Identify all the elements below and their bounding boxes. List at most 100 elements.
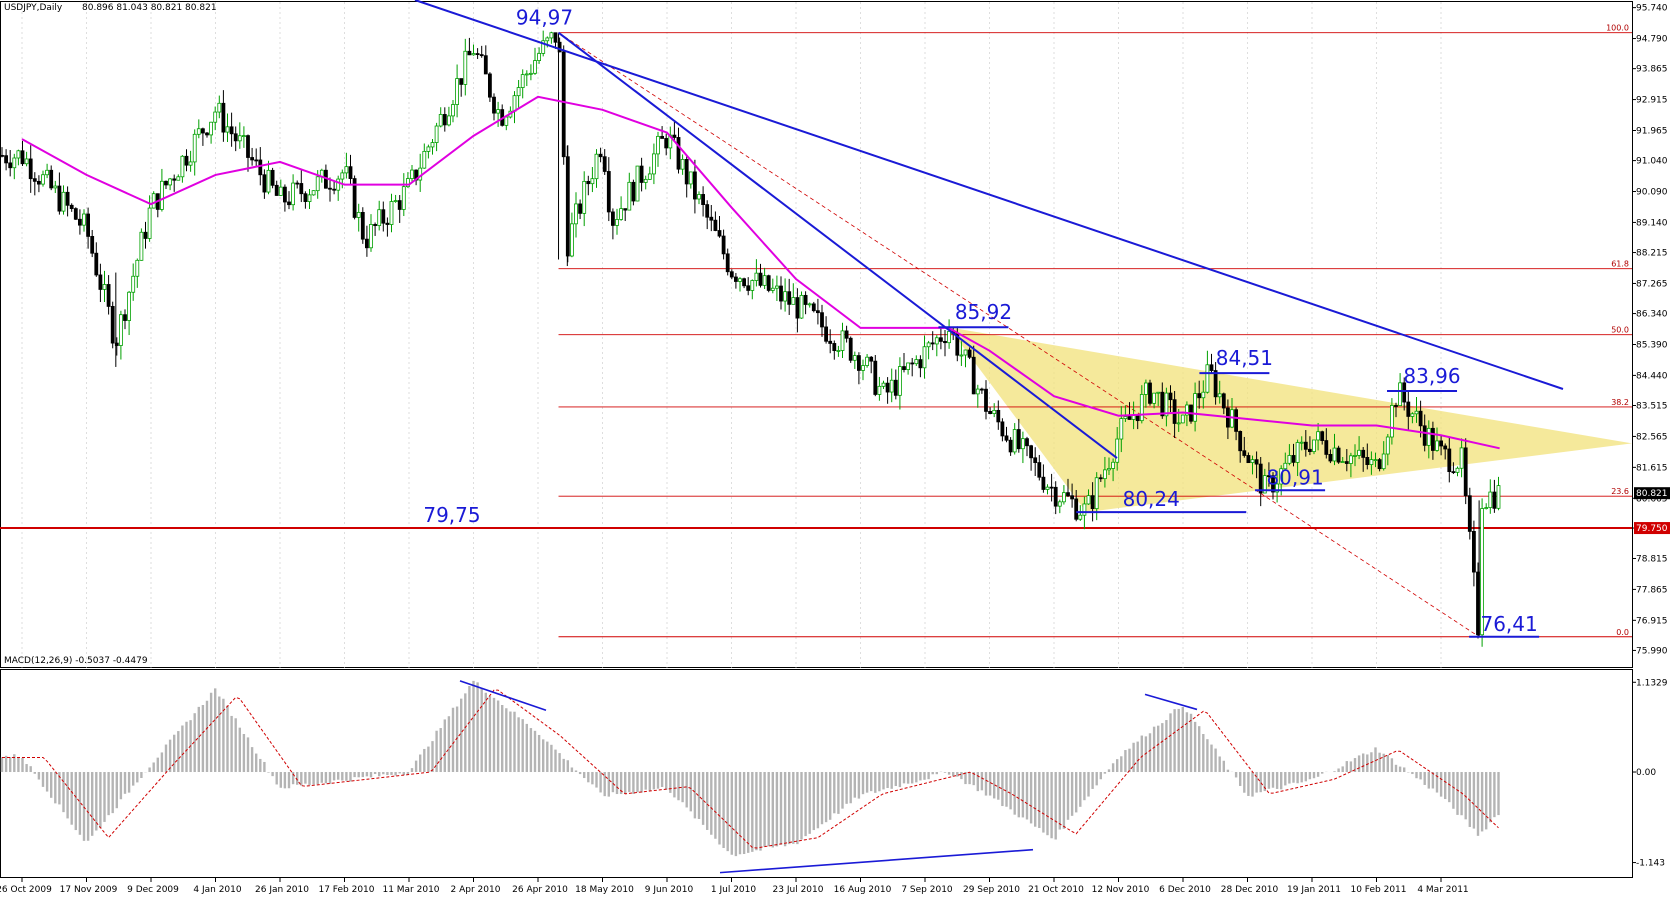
candle-body — [410, 169, 414, 179]
candle-body — [799, 294, 804, 319]
candle-body — [455, 78, 460, 105]
candle-body — [832, 343, 837, 351]
date-tick-label: 21 Oct 2010 — [1028, 885, 1084, 895]
candle-body — [8, 162, 13, 169]
macd-tick-label: -1.143 — [1636, 859, 1665, 869]
candle-body — [791, 297, 796, 305]
price-tick-label: 78.815 — [1636, 554, 1668, 564]
date-tick-label: 17 Nov 2009 — [60, 885, 118, 895]
candle-body — [1078, 514, 1083, 520]
candle-body — [545, 37, 550, 42]
candle-body — [1492, 491, 1497, 509]
candle-body — [69, 204, 74, 209]
candle-body — [483, 55, 488, 75]
candle-body — [1385, 436, 1390, 455]
candle-body — [135, 259, 140, 277]
candle-body — [1062, 492, 1066, 503]
candle-body — [910, 362, 915, 365]
macd-divergence-line — [1144, 693, 1198, 711]
candle-body — [479, 54, 484, 57]
candle-body — [930, 342, 935, 345]
price-tick-label: 77.865 — [1636, 585, 1668, 595]
candle-body — [898, 366, 902, 396]
candle-body — [754, 272, 759, 281]
candle-body — [988, 410, 992, 414]
candle-body — [4, 155, 8, 164]
candle-body — [787, 291, 792, 305]
candle-body — [729, 271, 734, 278]
candle-body — [561, 51, 566, 158]
candle-body — [1320, 431, 1325, 441]
candle-body — [192, 133, 197, 163]
candle-body — [1103, 469, 1107, 480]
candle-body — [1193, 393, 1197, 422]
candle-body — [176, 176, 181, 181]
candle-body — [1033, 457, 1038, 463]
macd-panel: 1.1329 0.00 -1.143 — [0, 678, 1668, 874]
candle-body — [254, 159, 259, 162]
candle-body — [520, 74, 525, 88]
candle-body — [1057, 501, 1062, 507]
candle-body — [1012, 429, 1017, 453]
candle-body — [947, 331, 951, 344]
candle-body — [1234, 409, 1238, 432]
price-tick-label: 87.265 — [1636, 279, 1668, 289]
candle-body — [86, 213, 90, 237]
candle-body — [1246, 455, 1251, 464]
candle-body — [996, 409, 1001, 423]
candle-body — [627, 181, 632, 211]
candle-body — [1201, 391, 1206, 399]
date-tick-label: 7 Sep 2010 — [901, 885, 953, 895]
candle-body — [1045, 486, 1050, 490]
candle-body — [1340, 461, 1345, 463]
price-annotations: 94,97 85,92 84,51 83,96 80,91 80,24 76,41 79,75 — [423, 6, 1540, 638]
candle-body — [918, 359, 923, 369]
candle-body — [426, 146, 431, 152]
candle-body — [885, 382, 890, 393]
candle-body — [430, 142, 435, 148]
price-tick-label: 91.040 — [1636, 157, 1668, 167]
candle-body — [516, 87, 521, 97]
candle-body — [623, 208, 628, 211]
fib-level-label: 50.0 — [1611, 326, 1629, 335]
candle-body — [1443, 445, 1448, 450]
axis-background — [1634, 0, 1674, 899]
candle-body — [1258, 463, 1263, 494]
candle-body — [1271, 475, 1275, 493]
price-tick-label: 82.565 — [1636, 432, 1668, 442]
candle-body — [852, 355, 857, 361]
candle-body — [857, 355, 861, 371]
candle-body — [828, 340, 833, 344]
candle-body — [1180, 414, 1185, 424]
candle-body — [975, 388, 980, 395]
candle-body — [168, 178, 173, 186]
candle-body — [1484, 507, 1489, 509]
current-price-label: 80.821 — [1636, 489, 1668, 499]
price-tick-label: 91.965 — [1636, 126, 1668, 136]
candle-body — [889, 379, 894, 393]
candle-body — [1119, 418, 1124, 440]
candle-body — [434, 125, 439, 143]
candle-body — [1262, 475, 1267, 494]
candle-body — [241, 135, 246, 137]
candle-body — [865, 356, 869, 366]
price-tick-label: 93.865 — [1636, 65, 1668, 75]
candle-body — [570, 223, 574, 257]
candle-body — [1275, 483, 1279, 493]
candle-body — [906, 362, 910, 371]
candle-body — [775, 285, 779, 289]
candle-body — [1353, 455, 1357, 457]
candle-body — [352, 178, 357, 218]
candle-body — [1213, 370, 1218, 398]
date-tick-label: 26 Jan 2010 — [255, 885, 309, 895]
price-tick-label: 88.215 — [1636, 249, 1668, 259]
candle-body — [549, 32, 554, 39]
candle-body — [237, 135, 242, 142]
price-tick-label: 89.140 — [1636, 218, 1668, 228]
candle-body — [1172, 399, 1177, 424]
candle-body — [45, 169, 49, 176]
triangle-shape — [948, 327, 1632, 513]
candle-body — [647, 173, 652, 180]
candle-body — [1406, 401, 1411, 417]
candle-body — [1414, 410, 1419, 415]
